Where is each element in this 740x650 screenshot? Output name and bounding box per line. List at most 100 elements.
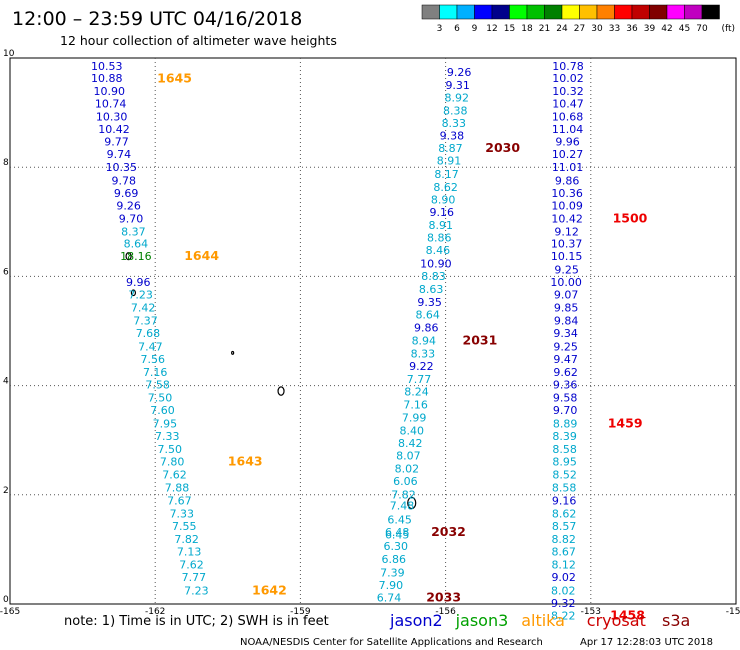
wave-height-value: 9.62	[553, 366, 578, 379]
wave-height-value: 9.77	[104, 136, 129, 149]
wave-height-value: 6.74	[377, 591, 402, 604]
wave-height-value: 8.39	[552, 430, 577, 443]
wave-height-value: 9.02	[551, 571, 576, 584]
pass-time-label: 1500	[613, 211, 648, 226]
legend-swatch	[544, 4, 563, 20]
wave-height-value: 9.47	[553, 353, 578, 366]
wave-height-value: 7.62	[162, 469, 187, 482]
wave-height-value: 8.64	[124, 238, 149, 251]
wave-height-value: 18.16	[120, 250, 152, 263]
wave-height-value: 10.74	[95, 97, 127, 110]
wave-height-value: 6.48	[385, 526, 410, 539]
wave-height-value: 9.25	[553, 340, 578, 353]
legend-label: 18	[521, 24, 533, 34]
y-tick-label: 0	[3, 595, 9, 605]
x-tick-label: -156	[435, 607, 456, 617]
legend-label: 45	[679, 24, 690, 34]
wave-height-value: 9.70	[119, 213, 144, 226]
legend-label: 30	[591, 24, 603, 34]
wave-height-value: 10.42	[98, 123, 130, 136]
pass-time-label: 2033	[426, 589, 461, 604]
legend-swatch	[526, 4, 545, 20]
wave-height-value: 10.42	[551, 213, 583, 226]
track: 9.269.318.928.388.339.388.878.918.178.62…	[377, 66, 521, 604]
wave-height-value: 9.16	[552, 494, 577, 507]
legend-label: 12	[486, 24, 497, 34]
wave-height-value: 10.15	[551, 250, 583, 263]
wave-height-value: 7.16	[143, 366, 168, 379]
wave-height-value: 7.99	[402, 411, 427, 424]
legend-swatch	[666, 4, 685, 20]
legend-swatch	[561, 4, 580, 20]
wave-height-value: 9.70	[553, 404, 578, 417]
wave-height-value: 6.06	[393, 475, 418, 488]
y-tick-label: 8	[3, 158, 9, 168]
wave-height-value: 9.58	[553, 392, 578, 405]
wave-height-value: 11.04	[552, 123, 584, 136]
wave-height-value: 7.13	[177, 546, 202, 559]
legend-swatch	[614, 4, 633, 20]
wave-height-value: 8.63	[419, 283, 444, 296]
wave-height-value: 10.90	[420, 257, 452, 270]
wave-height-value: 9.84	[554, 315, 579, 328]
wave-height-value: 8.24	[404, 386, 429, 399]
legend-label: 36	[626, 24, 638, 34]
wave-height-value: 7.82	[391, 488, 416, 501]
x-tick-label: -162	[145, 607, 165, 617]
wave-height-value: 9.12	[554, 226, 579, 239]
wave-height-value: 8.40	[399, 424, 424, 437]
legend-swatch	[684, 4, 703, 20]
wave-height-value: 10.27	[552, 148, 584, 161]
wave-height-value: 9.07	[554, 288, 579, 301]
track: 10.7810.0210.3210.4710.6811.049.9610.271…	[550, 60, 647, 622]
wave-height-value: 7.82	[174, 533, 199, 546]
island-outline	[130, 289, 137, 297]
wave-height-value: 11.01	[552, 161, 584, 174]
legend-swatch	[491, 4, 510, 20]
wave-height-value: 7.48	[390, 500, 415, 513]
wave-height-value: 8.91	[429, 219, 454, 232]
wave-height-value: 7.90	[379, 579, 404, 592]
wave-height-value: 8.46	[426, 244, 451, 257]
wave-height-value: 8.38	[443, 104, 468, 117]
wave-height-value: 9.31	[445, 79, 470, 92]
wave-height-value: 10.68	[552, 110, 584, 123]
wave-height-value: 8.07	[396, 449, 421, 462]
wave-height-value: 9.78	[111, 174, 136, 187]
wave-height-value: 8.57	[552, 520, 577, 533]
wave-height-value: 8.37	[121, 226, 146, 239]
wave-height-value: 7.68	[136, 327, 161, 340]
wave-height-value: 7.39	[380, 566, 405, 579]
wave-height-value: 7.16	[403, 399, 428, 412]
wave-height-value: 10.53	[91, 60, 123, 73]
satellite-label: jason3	[455, 611, 509, 630]
wave-height-value: 9.16	[429, 206, 454, 219]
wave-height-value: 8.82	[551, 533, 576, 546]
wave-height-value: 8.02	[395, 463, 420, 476]
wave-height-value: 8.64	[415, 309, 440, 322]
map-title: 12:00 – 23:59 UTC 04/16/2018	[12, 8, 302, 30]
plot-frame	[9, 57, 737, 605]
wave-height-value: 9.85	[554, 302, 579, 315]
island-outline	[277, 386, 285, 396]
wave-height-value: 8.62	[433, 181, 458, 194]
legend-label: 42	[661, 24, 672, 34]
axis-ticks: -165 -162 -159 -156 -153 -150 0 2 4 6 8 10	[0, 49, 740, 617]
footer-timestamp: Apr 17 12:28:03 UTC 2018	[580, 637, 713, 648]
wave-height-value: 8.89	[553, 417, 578, 430]
wave-height-value: 8.92	[444, 91, 469, 104]
wave-height-value: 8.83	[421, 270, 446, 283]
legend-swatch	[701, 4, 720, 20]
wave-height-value: 7.55	[172, 520, 197, 533]
y-tick-label: 4	[3, 377, 9, 387]
wave-height-value: 7.62	[179, 559, 204, 572]
wave-height-value: 9.96	[126, 276, 151, 289]
wave-height-value: 7.80	[160, 455, 185, 468]
pass-time-label: 2030	[485, 140, 520, 155]
wave-height-value: 7.42	[131, 302, 156, 315]
wave-height-value: 9.34	[553, 327, 578, 340]
legend-label: 21	[539, 24, 550, 34]
islands	[125, 252, 417, 510]
wave-height-value: 10.30	[96, 110, 128, 123]
